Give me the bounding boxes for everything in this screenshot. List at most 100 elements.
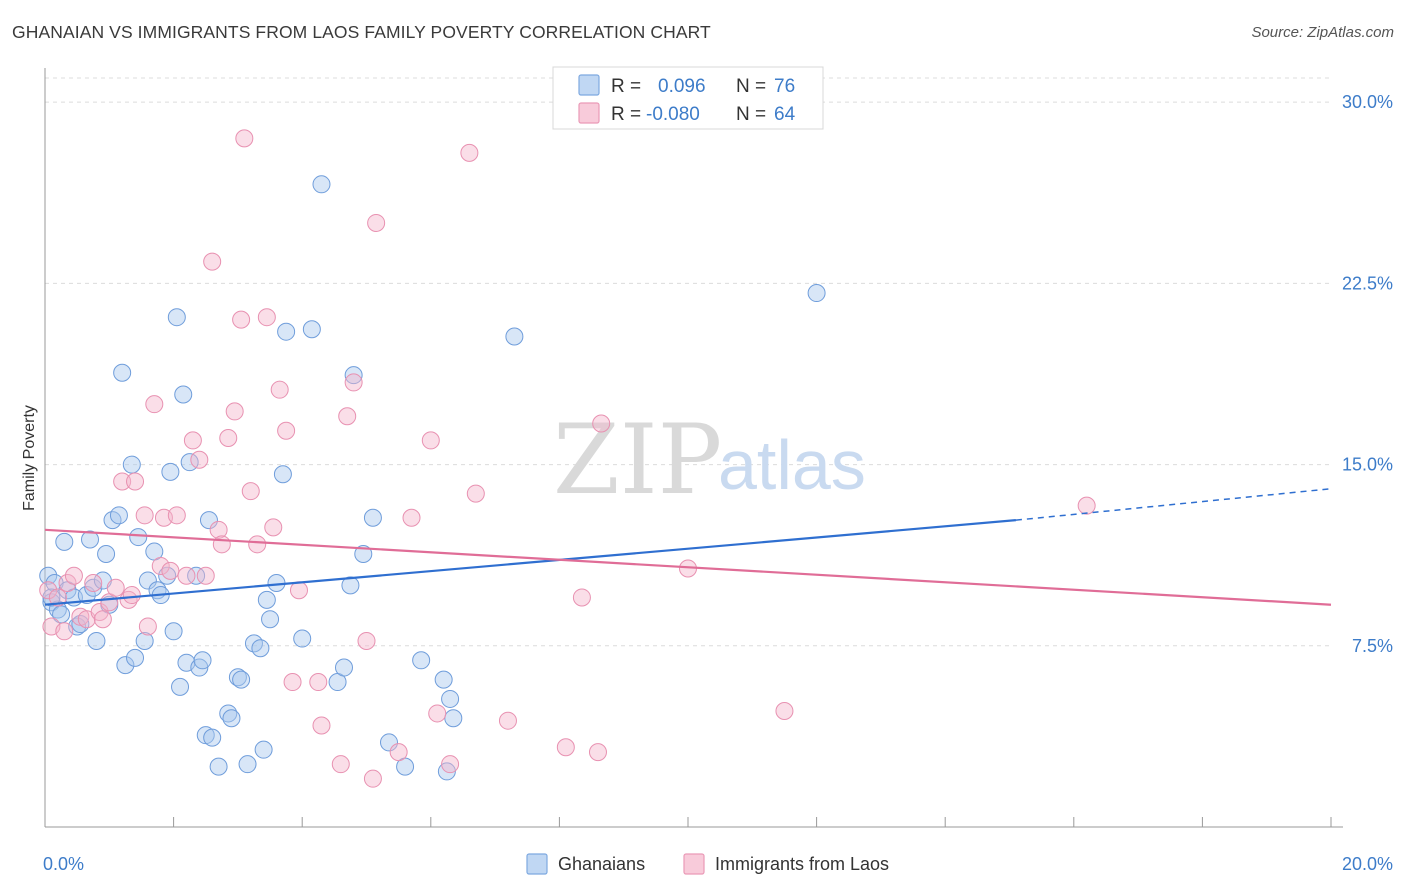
ghanaian-point-65	[434, 670, 453, 689]
y-tick-label-3: 30.0%	[1342, 92, 1393, 112]
y-tick-labels: 7.5% 15.0% 22.5% 30.0%	[1342, 92, 1393, 656]
ghanaian-point-51	[273, 465, 292, 484]
ghanaian-point-47	[254, 740, 273, 759]
ghanaian-point-39	[209, 757, 228, 776]
laos-point-16	[126, 472, 145, 491]
laos-point-49	[363, 769, 382, 788]
ghanaian-point-70	[807, 284, 826, 303]
ghanaian-point-67	[441, 689, 460, 708]
laos-point-2	[48, 588, 67, 607]
laos-point-61	[588, 743, 607, 762]
laos-point-36	[248, 535, 267, 554]
legend: R = 0.096 N = 76 R = -0.080 N = 64	[552, 66, 824, 130]
ghanaian-point-44	[238, 755, 257, 774]
x-tick-labels: 0.0% 20.0%	[43, 854, 1393, 874]
ghanaian-point-55	[312, 175, 331, 194]
ghanaian-point-54	[302, 320, 321, 339]
laos-point-22	[161, 561, 180, 580]
ghanaian-point-0	[39, 566, 58, 585]
y-tick-label-1: 15.0%	[1342, 455, 1393, 475]
ghanaian-point-75	[126, 648, 145, 667]
ghanaian-point-20	[129, 528, 148, 547]
laos-point-47	[344, 373, 363, 392]
laos-point-23	[167, 506, 186, 525]
laos-point-50	[367, 213, 386, 232]
y-axis-label: Family Poverty	[21, 405, 38, 511]
laos-point-41	[283, 673, 302, 692]
laos-point-51	[389, 743, 408, 762]
laos-point-52	[402, 508, 421, 527]
ghanaian-point-37	[199, 511, 218, 530]
ghanaian-point-30	[174, 385, 193, 404]
legend-r-value-2: -0.080	[646, 104, 700, 125]
bottom-legend-swatch-laos	[683, 853, 705, 875]
ghanaian-point-73	[52, 605, 71, 624]
ghanaian-point-11	[84, 578, 103, 597]
laos-point-39	[270, 380, 289, 399]
laos-point-59	[556, 738, 575, 757]
ghanaian-point-17	[113, 363, 132, 382]
ghanaian-point-38	[203, 728, 222, 747]
laos-point-55	[441, 755, 460, 774]
bottom-legend-ghanaians: Ghanaians	[558, 854, 645, 874]
ghanaian-point-52	[277, 322, 296, 341]
laos-point-3	[55, 622, 74, 641]
ghanaian-point-26	[158, 566, 177, 585]
laos-trend-line	[44, 528, 1332, 606]
laos-point-12	[106, 578, 125, 597]
ghanaian-point-57	[334, 658, 353, 677]
laos-point-37	[257, 308, 276, 327]
laos-point-20	[151, 557, 170, 576]
laos-point-15	[122, 586, 141, 605]
legend-swatch-blue	[578, 74, 600, 96]
ghanaian-point-41	[222, 709, 241, 728]
laos-point-34	[235, 129, 254, 148]
laos-point-33	[232, 310, 251, 329]
ghanaian-point-29	[171, 677, 190, 696]
bottom-legend-laos: Immigrants from Laos	[715, 854, 889, 874]
watermark: ZIP atlas	[553, 404, 866, 516]
laos-point-53	[421, 431, 440, 450]
ghanaian-point-16	[109, 506, 128, 525]
laos-point-18	[138, 617, 157, 636]
ghanaian-trend-line	[44, 519, 1017, 606]
ghanaian-point-10	[81, 530, 100, 549]
laos-point-60	[572, 588, 591, 607]
legend-n-label-1: N =	[736, 76, 766, 97]
ghanaian-point-27	[161, 462, 180, 481]
laos-point-31	[219, 429, 238, 448]
laos-point-25	[183, 431, 202, 450]
trend-lines	[44, 487, 1332, 606]
ghanaian-point-12	[87, 631, 106, 650]
laos-point-43	[309, 673, 328, 692]
ghanaian-point-21	[135, 631, 154, 650]
laos-point-10	[93, 610, 112, 629]
ghanaian-point-4	[55, 532, 74, 551]
legend-n-value-2: 64	[774, 104, 796, 125]
ghanaian-point-42	[228, 668, 247, 687]
ghanaian-point-40	[219, 704, 238, 723]
legend-r-label-2: R =	[611, 104, 641, 125]
ghanaian-point-33	[187, 566, 206, 585]
laos-point-29	[209, 520, 228, 539]
laos-point-28	[203, 252, 222, 271]
laos-point-57	[466, 484, 485, 503]
ghanaian-point-46	[251, 639, 270, 658]
laos-point-54	[428, 704, 447, 723]
ghanaian-point-18	[116, 656, 135, 675]
ghanaian-point-69	[505, 327, 524, 346]
laos-point-56	[460, 143, 479, 162]
ghanaian-point-62	[380, 733, 399, 752]
laos-point-4	[58, 573, 77, 592]
laos-point-0	[39, 581, 58, 600]
ghanaian-point-14	[97, 544, 116, 563]
chart-source: Source: ZipAtlas.com	[1251, 24, 1394, 41]
legend-r-value-1: 0.096	[658, 76, 706, 97]
bottom-legend-swatch-ghanaians	[526, 853, 548, 875]
laos-point-38	[264, 518, 283, 537]
laos-point-46	[338, 407, 357, 426]
axes	[44, 68, 1343, 828]
laos-point-5	[64, 566, 83, 585]
laos-point-40	[277, 421, 296, 440]
